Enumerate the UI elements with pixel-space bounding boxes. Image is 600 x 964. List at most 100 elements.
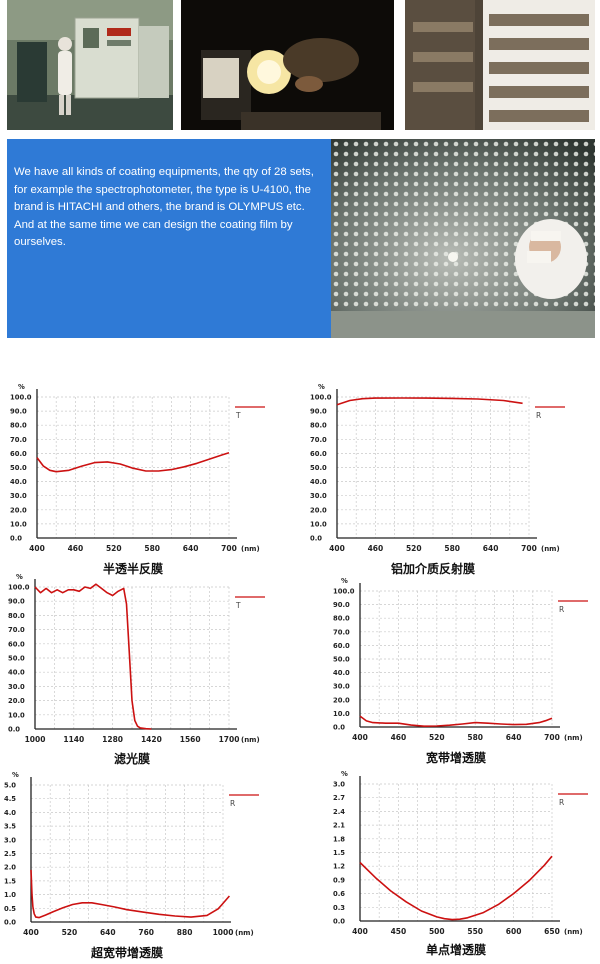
legend-label: R — [230, 799, 235, 808]
x-unit-label: (nm) — [241, 736, 260, 744]
y-tick-label: 5.0 — [4, 782, 16, 790]
x-tick-label: 580 — [444, 544, 460, 553]
y-tick-label: 10.0 — [310, 520, 327, 528]
y-tick-label: 60.0 — [8, 640, 25, 648]
y-tick-label: 50.0 — [310, 464, 327, 472]
y-unit-label: % — [341, 577, 348, 585]
y-tick-label: 0.0 — [333, 724, 345, 732]
y-unit-label: % — [18, 383, 25, 391]
x-unit-label: (nm) — [235, 929, 254, 937]
x-tick-label: 400 — [29, 544, 45, 553]
x-tick-label: 1280 — [102, 735, 123, 744]
y-tick-label: 10.0 — [8, 711, 25, 719]
y-tick-label: 10.0 — [333, 710, 350, 718]
series-line — [34, 583, 152, 730]
y-tick-label: 40.0 — [333, 669, 350, 677]
x-tick-label: 520 — [62, 928, 78, 937]
y-tick-label: 0.5 — [4, 905, 16, 913]
legend-label: R — [559, 798, 564, 807]
x-unit-label: (nm) — [541, 545, 560, 553]
y-tick-label: 0.0 — [10, 535, 22, 543]
chart-1: 0.0 10.0 20.0 30.0 40.0 50.0 60.0 70.0 80.0 90.0 1… — [10, 383, 265, 576]
y-tick-label: 70.0 — [310, 436, 327, 444]
chart-5: 0.0 0.5 1.0 1.5 2.0 2.5 3.0 3.5 4.0 4.5 5.0% 400 520… — [4, 771, 259, 960]
x-unit-label: (nm) — [564, 928, 583, 936]
y-tick-label: 90.0 — [310, 408, 327, 416]
chart-3: 0.0 10.0 20.0 30.0 40.0 50.0 60.0 70.0 80.0 90.0 1… — [8, 573, 265, 766]
coating-dome-photo — [331, 139, 595, 338]
y-tick-label: 30.0 — [8, 683, 25, 691]
x-tick-label: 460 — [68, 544, 84, 553]
y-tick-label: 1.8 — [333, 835, 345, 843]
y-tick-label: 1.0 — [4, 891, 16, 899]
y-unit-label: % — [341, 770, 348, 778]
y-tick-label: 20.0 — [333, 696, 350, 704]
y-tick-label: 100.0 — [10, 394, 32, 402]
y-tick-label: 2.1 — [333, 822, 345, 830]
series-line — [36, 451, 230, 473]
x-tick-label: 450 — [391, 927, 407, 936]
y-tick-label: 40.0 — [10, 478, 27, 486]
coating-machine-photo — [7, 0, 173, 130]
y-tick-label: 2.5 — [4, 850, 16, 858]
series-line — [30, 869, 231, 919]
x-tick-label: 1420 — [141, 735, 162, 744]
y-tick-label: 20.0 — [10, 506, 27, 514]
y-tick-label: 50.0 — [10, 464, 27, 472]
y-tick-label: 0.9 — [333, 876, 345, 884]
chart-title: 铝加介质反射膜 — [391, 561, 475, 576]
y-tick-label: 60.0 — [333, 642, 350, 650]
x-tick-label: 500 — [429, 927, 445, 936]
y-tick-label: 30.0 — [10, 492, 27, 500]
legend-label: R — [536, 411, 541, 420]
y-tick-label: 80.0 — [310, 422, 327, 430]
y-tick-label: 70.0 — [8, 626, 25, 634]
x-tick-label: 640 — [183, 544, 199, 553]
y-tick-label: 3.0 — [333, 781, 345, 789]
spectral-charts: 0.0 10.0 20.0 30.0 40.0 50.0 60.0 70.0 80.0 90.0 1… — [4, 383, 588, 960]
y-tick-label: 70.0 — [333, 628, 350, 636]
y-tick-label: 100.0 — [333, 588, 355, 596]
y-tick-label: 80.0 — [10, 422, 27, 430]
lens-tray-rack-photo — [405, 0, 595, 130]
y-tick-label: 10.0 — [10, 520, 27, 528]
y-tick-label: 3.0 — [4, 836, 16, 844]
x-tick-label: 400 — [23, 928, 39, 937]
y-tick-label: 60.0 — [310, 450, 327, 458]
y-tick-label: 40.0 — [8, 669, 25, 677]
x-tick-label: 640 — [100, 928, 116, 937]
y-tick-label: 3.5 — [4, 823, 16, 831]
x-tick-label: 600 — [506, 927, 522, 936]
series-line — [359, 715, 553, 728]
x-tick-label: 1560 — [180, 735, 201, 744]
y-tick-label: 50.0 — [8, 655, 25, 663]
x-tick-label: 760 — [138, 928, 154, 937]
y-tick-label: 20.0 — [8, 697, 25, 705]
x-tick-label: 460 — [368, 544, 384, 553]
x-tick-label: 580 — [144, 544, 160, 553]
y-tick-label: 0.0 — [4, 919, 16, 927]
y-tick-label: 60.0 — [10, 450, 27, 458]
series-line — [359, 855, 553, 921]
y-tick-label: 30.0 — [333, 683, 350, 691]
intro-text: We have all kinds of coating equipments,… — [14, 166, 314, 249]
chart-title: 单点增透膜 — [426, 942, 486, 957]
y-tick-label: 1.5 — [333, 849, 345, 857]
series-line — [336, 397, 523, 406]
y-tick-label: 0.0 — [8, 726, 20, 734]
y-tick-label: 0.3 — [333, 904, 345, 912]
y-tick-label: 90.0 — [8, 598, 25, 606]
chart-6: 0.0 0.3 0.6 0.9 1.2 1.5 1.8 2.1 2.4 2.7 3.0% 400 450… — [333, 770, 588, 957]
x-tick-label: 400 — [352, 927, 368, 936]
x-tick-label: 640 — [483, 544, 499, 553]
legend-label: T — [235, 411, 241, 420]
legend-label: T — [235, 601, 241, 610]
y-unit-label: % — [12, 771, 19, 779]
y-unit-label: % — [318, 383, 325, 391]
intro-panel: We have all kinds of coating equipments,… — [7, 139, 331, 338]
chart-title: 滤光膜 — [114, 751, 150, 766]
x-tick-label: 700 — [521, 544, 537, 553]
x-tick-label: 700 — [544, 733, 560, 742]
y-tick-label: 1.2 — [333, 863, 345, 871]
chart-2: 0.0 10.0 20.0 30.0 40.0 50.0 60.0 70.0 80.0 90.0 1… — [310, 383, 565, 576]
